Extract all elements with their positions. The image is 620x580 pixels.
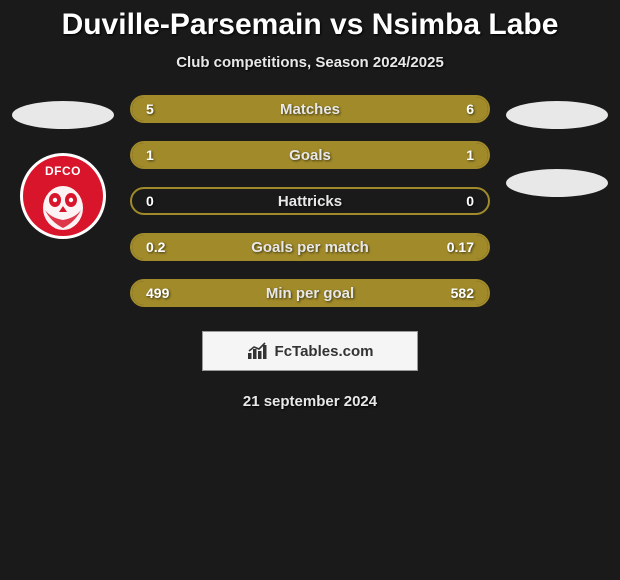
club-badge-text: DFCO <box>45 164 81 178</box>
stat-label: Goals per match <box>251 239 369 256</box>
stat-value-left: 0.2 <box>146 239 165 255</box>
stat-label: Goals <box>289 147 331 164</box>
stat-label: Matches <box>280 101 340 118</box>
stat-value-right: 6 <box>466 101 474 117</box>
right-player-placeholder-2 <box>506 169 608 197</box>
comparison-row: DFCO 5 6 Matches 1 1 Goals 0 0 Hattricks 0.2 0.17 G… <box>0 101 620 307</box>
stats-column: 5 6 Matches 1 1 Goals 0 0 Hattricks 0.2 0.17 Goals … <box>118 95 502 307</box>
stat-value-right: 0.17 <box>447 239 474 255</box>
stat-bar: 5 6 Matches <box>130 95 490 123</box>
stat-label: Min per goal <box>266 285 354 302</box>
stat-value-right: 1 <box>466 147 474 163</box>
stat-value-left: 1 <box>146 147 154 163</box>
club-badge: DFCO <box>20 153 106 239</box>
stat-value-left: 0 <box>146 193 154 209</box>
stat-fill-left <box>132 97 292 121</box>
stat-bar: 0 0 Hattricks <box>130 187 490 215</box>
stat-fill-left <box>132 143 310 167</box>
stat-value-right: 0 <box>466 193 474 209</box>
stat-bar: 1 1 Goals <box>130 141 490 169</box>
subtitle: Club competitions, Season 2024/2025 <box>0 54 620 71</box>
brand-badge: FcTables.com <box>202 331 418 371</box>
stat-fill-right <box>310 143 488 167</box>
left-player-placeholder <box>12 101 114 129</box>
chart-icon <box>247 342 269 360</box>
left-player-col: DFCO <box>8 101 118 239</box>
stat-bar: 0.2 0.17 Goals per match <box>130 233 490 261</box>
page-title: Duville-Parsemain vs Nsimba Labe <box>0 8 620 42</box>
brand-text: FcTables.com <box>275 343 374 360</box>
right-player-placeholder-1 <box>506 101 608 129</box>
stat-value-right: 582 <box>451 285 474 301</box>
stat-label: Hattricks <box>278 193 342 210</box>
stat-value-left: 499 <box>146 285 169 301</box>
stat-bar: 499 582 Min per goal <box>130 279 490 307</box>
stat-value-left: 5 <box>146 101 154 117</box>
date-text: 21 september 2024 <box>0 393 620 410</box>
owl-icon <box>35 182 91 232</box>
right-player-col <box>502 101 612 197</box>
